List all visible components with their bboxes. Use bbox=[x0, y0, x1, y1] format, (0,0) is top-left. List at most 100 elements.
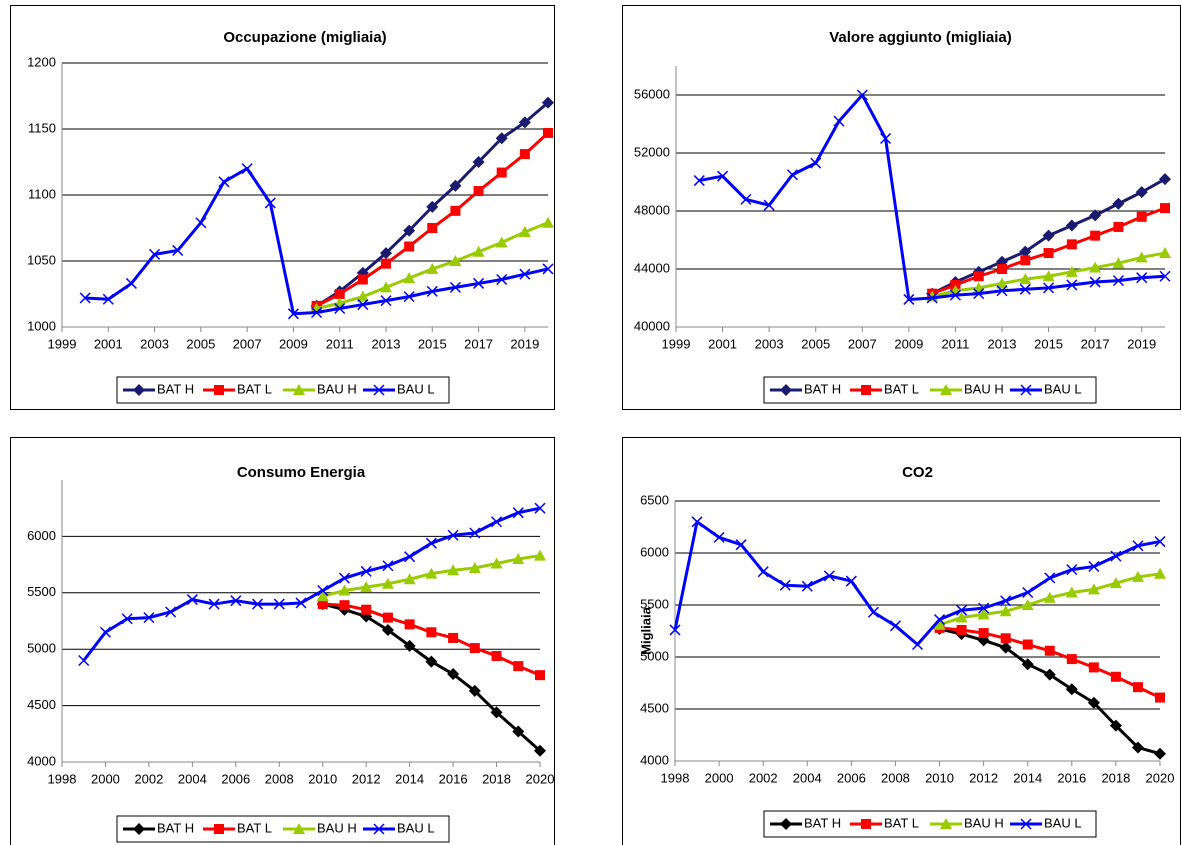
marker bbox=[311, 306, 323, 319]
x-tick-label: 2015 bbox=[418, 336, 447, 351]
y-tick-label: 48000 bbox=[634, 202, 670, 217]
marker bbox=[403, 639, 416, 652]
marker bbox=[1043, 591, 1056, 603]
marker bbox=[996, 277, 1008, 289]
marker bbox=[1065, 265, 1078, 277]
marker bbox=[693, 175, 705, 187]
marker bbox=[956, 624, 967, 635]
x-tick-label: 2003 bbox=[755, 336, 784, 351]
marker bbox=[903, 293, 915, 305]
marker bbox=[1043, 282, 1055, 294]
marker bbox=[1109, 577, 1122, 589]
marker bbox=[810, 157, 822, 169]
y-tick-label: 1100 bbox=[28, 186, 56, 201]
marker bbox=[472, 245, 485, 257]
marker bbox=[426, 200, 439, 213]
x-tick-label: 2015 bbox=[1034, 336, 1063, 351]
marker bbox=[1113, 221, 1124, 232]
legend-label: BAT L bbox=[237, 820, 272, 835]
marker bbox=[1089, 209, 1102, 222]
marker bbox=[1044, 645, 1055, 656]
x-tick-label: 2012 bbox=[969, 770, 998, 785]
marker bbox=[143, 612, 155, 624]
legend-label: BAT H bbox=[804, 381, 841, 396]
series-line bbox=[322, 602, 541, 752]
x-tick-label: 2011 bbox=[941, 336, 969, 351]
marker bbox=[519, 268, 531, 280]
marker bbox=[316, 590, 329, 602]
marker bbox=[1087, 583, 1100, 595]
marker bbox=[833, 115, 845, 127]
marker bbox=[426, 285, 438, 297]
marker bbox=[230, 595, 242, 607]
marker bbox=[1110, 550, 1122, 562]
marker bbox=[518, 116, 531, 129]
marker bbox=[381, 258, 391, 269]
marker bbox=[542, 96, 554, 109]
marker bbox=[1000, 633, 1011, 644]
marker bbox=[735, 539, 747, 551]
marker bbox=[208, 598, 220, 610]
legend-label: BAU L bbox=[397, 381, 435, 396]
legend-label: BAU H bbox=[317, 820, 357, 835]
marker bbox=[360, 565, 372, 577]
marker bbox=[382, 560, 394, 572]
marker bbox=[1021, 599, 1034, 610]
y-tick-label: 40000 bbox=[634, 318, 670, 333]
x-tick-label: 2000 bbox=[91, 771, 120, 786]
legend-label: BAU H bbox=[964, 381, 1004, 396]
y-tick-label: 5000 bbox=[27, 641, 56, 656]
x-tick-label: 2008 bbox=[881, 770, 910, 785]
marker bbox=[381, 577, 394, 589]
marker bbox=[496, 167, 507, 178]
legend-label: BAT H bbox=[157, 820, 194, 835]
x-tick-label: 2013 bbox=[988, 336, 1017, 351]
marker bbox=[1000, 595, 1012, 607]
legend-label: BAU L bbox=[1044, 815, 1082, 830]
marker bbox=[535, 670, 545, 681]
x-tick-label: 2017 bbox=[464, 336, 493, 351]
marker bbox=[1110, 671, 1121, 682]
y-tick-label: 5500 bbox=[27, 584, 56, 599]
marker bbox=[1065, 219, 1078, 232]
x-tick-label: 2001 bbox=[94, 336, 123, 351]
y-tick-label: 5500 bbox=[640, 596, 669, 611]
marker bbox=[403, 224, 416, 237]
legend-marker bbox=[214, 824, 224, 834]
y-tick-label: 4500 bbox=[27, 697, 56, 712]
marker bbox=[121, 613, 133, 625]
marker bbox=[186, 594, 198, 606]
marker bbox=[1087, 696, 1100, 709]
marker bbox=[472, 156, 485, 168]
chart-title: Occupazione (migliaia) bbox=[223, 29, 386, 46]
marker bbox=[491, 516, 503, 528]
x-tick-label: 2006 bbox=[221, 771, 250, 786]
marker bbox=[1022, 586, 1034, 599]
legend-marker bbox=[1020, 384, 1032, 396]
marker bbox=[473, 277, 485, 289]
marker bbox=[468, 684, 481, 697]
x-tick-label: 2006 bbox=[837, 770, 866, 785]
marker bbox=[1112, 275, 1124, 287]
y-tick-label: 4000 bbox=[27, 753, 56, 768]
y-tick-label: 1050 bbox=[27, 252, 56, 267]
marker bbox=[1135, 186, 1148, 199]
legend-label: BAU H bbox=[964, 815, 1004, 830]
marker bbox=[357, 299, 369, 311]
chart-title: Consumo Energia bbox=[237, 464, 366, 481]
marker bbox=[911, 638, 924, 651]
marker bbox=[403, 573, 416, 585]
marker bbox=[956, 604, 968, 616]
legend-marker bbox=[293, 823, 305, 834]
x-tick-label: 2010 bbox=[308, 771, 337, 786]
marker bbox=[1019, 273, 1032, 285]
marker bbox=[317, 599, 328, 610]
marker bbox=[1131, 741, 1144, 754]
marker bbox=[449, 281, 461, 293]
marker bbox=[518, 225, 531, 237]
series-line bbox=[315, 131, 550, 308]
marker bbox=[99, 626, 111, 638]
marker bbox=[357, 274, 368, 285]
marker bbox=[287, 308, 299, 320]
marker bbox=[338, 572, 350, 584]
